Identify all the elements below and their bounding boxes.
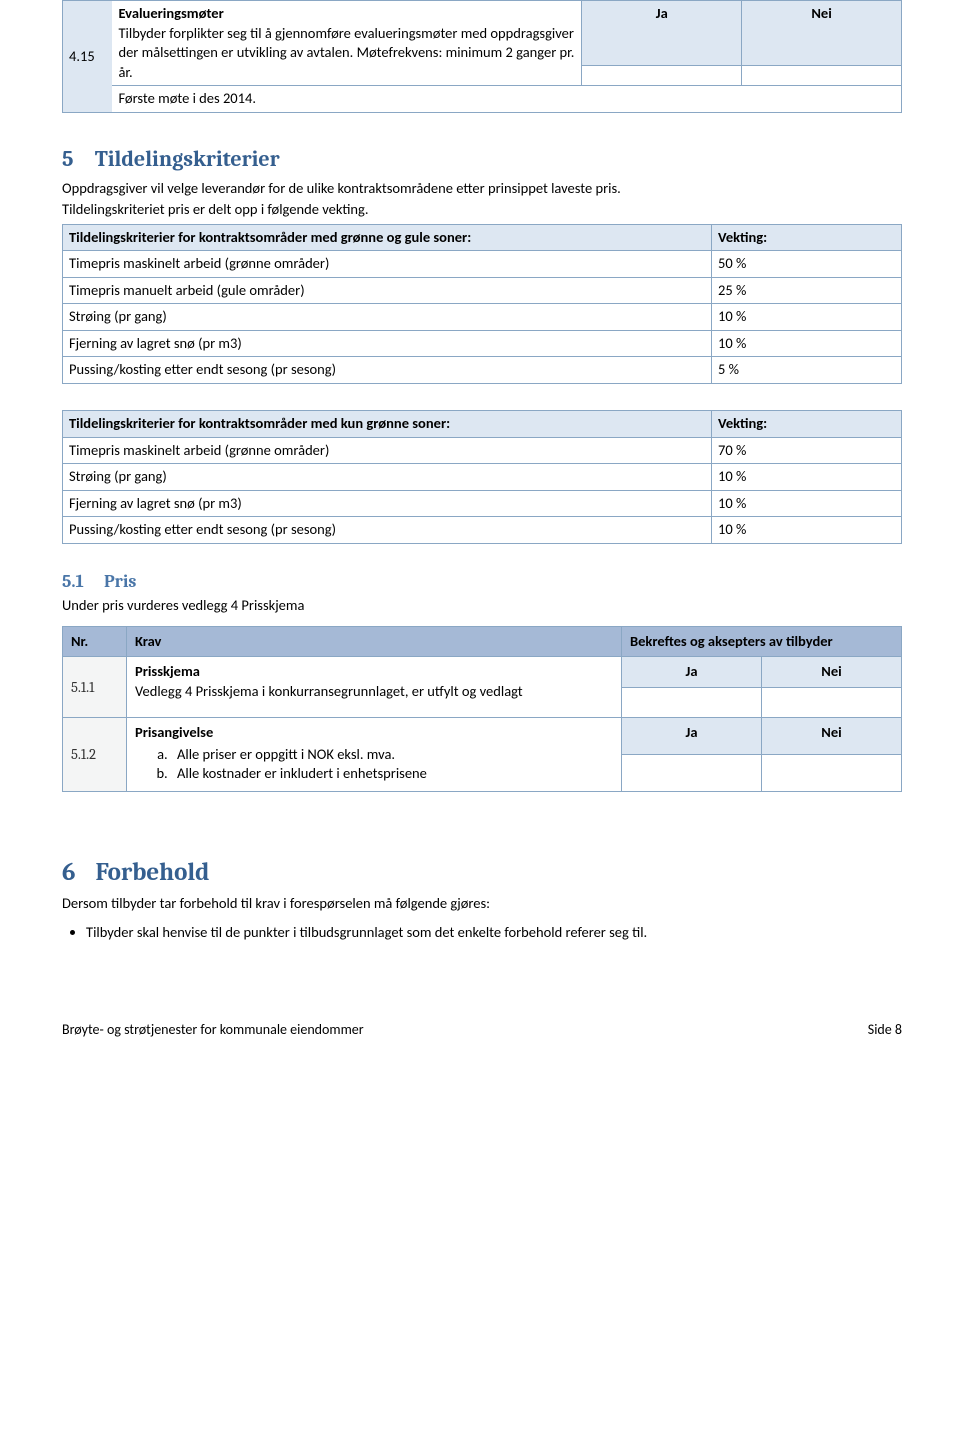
- heading-6-num: 6: [62, 856, 90, 890]
- t415-ja-cell[interactable]: [582, 66, 742, 86]
- sec51-under: Under pris vurderes vedlegg 4 Prisskjema: [62, 596, 902, 616]
- t415-body: Evalueringsmøter Tilbyder forplikter seg…: [112, 1, 581, 86]
- crit2-r1r: 10 %: [712, 464, 902, 491]
- nk-table: Nr. Krav Bekreftes og aksepters av tilby…: [62, 626, 902, 792]
- crit2-header-left: Tildelingskriterier for kontraktsområder…: [63, 411, 712, 438]
- crit1-r0l: Timepris maskinelt arbeid (grønne område…: [63, 251, 712, 278]
- sec5-intro1: Oppdragsgiver vil velge leverandør for d…: [62, 179, 902, 199]
- page-footer: Brøyte- og strøtjenester for kommunale e…: [62, 1021, 902, 1040]
- crit1-header-left: Tildelingskriterier for kontraktsområder…: [63, 224, 712, 251]
- nk-r2-ja-hdr: Ja: [622, 718, 762, 755]
- t415-nei-cell[interactable]: [742, 66, 902, 86]
- t415-nei-hdr: Nei: [742, 1, 902, 66]
- heading-5-1-title: Pris: [104, 571, 136, 592]
- nk-r1-body: Prisskjema Vedlegg 4 Prisskjema i konkur…: [127, 657, 622, 718]
- sec6-b1: Tilbyder skal henvise til de punkter i t…: [86, 923, 902, 943]
- nk-r1-text: Vedlegg 4 Prisskjema i konkurransegrunnl…: [135, 682, 523, 700]
- crit1-r2r: 10 %: [712, 304, 902, 331]
- crit2-header-right: Vekting:: [712, 411, 902, 438]
- heading-6-title: Forbehold: [96, 858, 210, 887]
- heading-6: 6 Forbehold: [62, 856, 902, 890]
- nk-r2-b: Alle kostnader er inkludert i enhetspris…: [171, 764, 613, 784]
- nk-r1-ja-hdr: Ja: [622, 657, 762, 688]
- nk-r2-num: 5.1.2: [63, 718, 127, 792]
- heading-5-title: Tildelingskriterier: [95, 146, 280, 172]
- heading-5: 5 Tildelingskriterier: [62, 145, 902, 175]
- crit2-r0l: Timepris maskinelt arbeid (grønne område…: [63, 437, 712, 464]
- crit2-r0r: 70 %: [712, 437, 902, 464]
- criteria-table-1: Tildelingskriterier for kontraktsområder…: [62, 224, 902, 384]
- crit1-r4l: Pussing/kosting etter endt sesong (pr se…: [63, 357, 712, 384]
- nk-r1-nei-hdr: Nei: [762, 657, 902, 688]
- crit1-r1l: Timepris manuelt arbeid (gule områder): [63, 277, 712, 304]
- crit2-r3r: 10 %: [712, 517, 902, 544]
- crit2-r2l: Fjerning av lagret snø (pr m3): [63, 490, 712, 517]
- footer-left: Brøyte- og strøtjenester for kommunale e…: [62, 1021, 364, 1040]
- nk-hdr-nr: Nr.: [63, 626, 127, 657]
- t415-body1: Tilbyder forplikter seg til å gjennomfør…: [118, 24, 574, 81]
- t415-body2: Første møte i des 2014.: [112, 86, 901, 113]
- crit1-r4r: 5 %: [712, 357, 902, 384]
- crit1-r3l: Fjerning av lagret snø (pr m3): [63, 330, 712, 357]
- crit1-r1r: 25 %: [712, 277, 902, 304]
- crit1-r3r: 10 %: [712, 330, 902, 357]
- t415-ja-hdr: Ja: [582, 1, 742, 66]
- nk-r2-ja-cell[interactable]: [622, 755, 762, 792]
- nk-r1-title: Prisskjema: [135, 662, 200, 680]
- footer-right: Side 8: [868, 1021, 902, 1040]
- sec5-intro2: Tildelingskriteriet pris er delt opp i f…: [62, 200, 902, 220]
- nk-r2-nei-hdr: Nei: [762, 718, 902, 755]
- criteria-table-2: Tildelingskriterier for kontraktsområder…: [62, 410, 902, 544]
- crit2-r3l: Pussing/kosting etter endt sesong (pr se…: [63, 517, 712, 544]
- crit1-r2l: Strøing (pr gang): [63, 304, 712, 331]
- crit1-header-right: Vekting:: [712, 224, 902, 251]
- nk-r2-nei-cell[interactable]: [762, 755, 902, 792]
- nk-r1-ja-cell[interactable]: [622, 687, 762, 718]
- crit2-r2r: 10 %: [712, 490, 902, 517]
- nk-r1-num: 5.1.1: [63, 657, 127, 718]
- nk-r2-title: Prisangivelse: [135, 723, 213, 741]
- crit1-r0r: 50 %: [712, 251, 902, 278]
- table-415: 4.15 Evalueringsmøter Tilbyder forplikte…: [62, 0, 902, 113]
- nk-r2-a: Alle priser er oppgitt i NOK eksl. mva.: [171, 745, 613, 765]
- t415-title: Evalueringsmøter: [118, 4, 223, 22]
- nk-hdr-be: Bekreftes og aksepters av tilbyder: [622, 626, 902, 657]
- nk-r1-nei-cell[interactable]: [762, 687, 902, 718]
- nk-hdr-krav: Krav: [127, 626, 622, 657]
- t415-num: 4.15: [63, 1, 113, 113]
- heading-5-1: 5.1 Pris: [62, 570, 902, 594]
- sec6-list: Tilbyder skal henvise til de punkter i t…: [62, 923, 902, 943]
- heading-5-num: 5: [62, 145, 90, 175]
- crit2-r1l: Strøing (pr gang): [63, 464, 712, 491]
- nk-r2-body: Prisangivelse Alle priser er oppgitt i N…: [127, 718, 622, 792]
- heading-5-1-num: 5.1: [62, 570, 100, 594]
- sec6-intro: Dersom tilbyder tar forbehold til krav i…: [62, 894, 902, 914]
